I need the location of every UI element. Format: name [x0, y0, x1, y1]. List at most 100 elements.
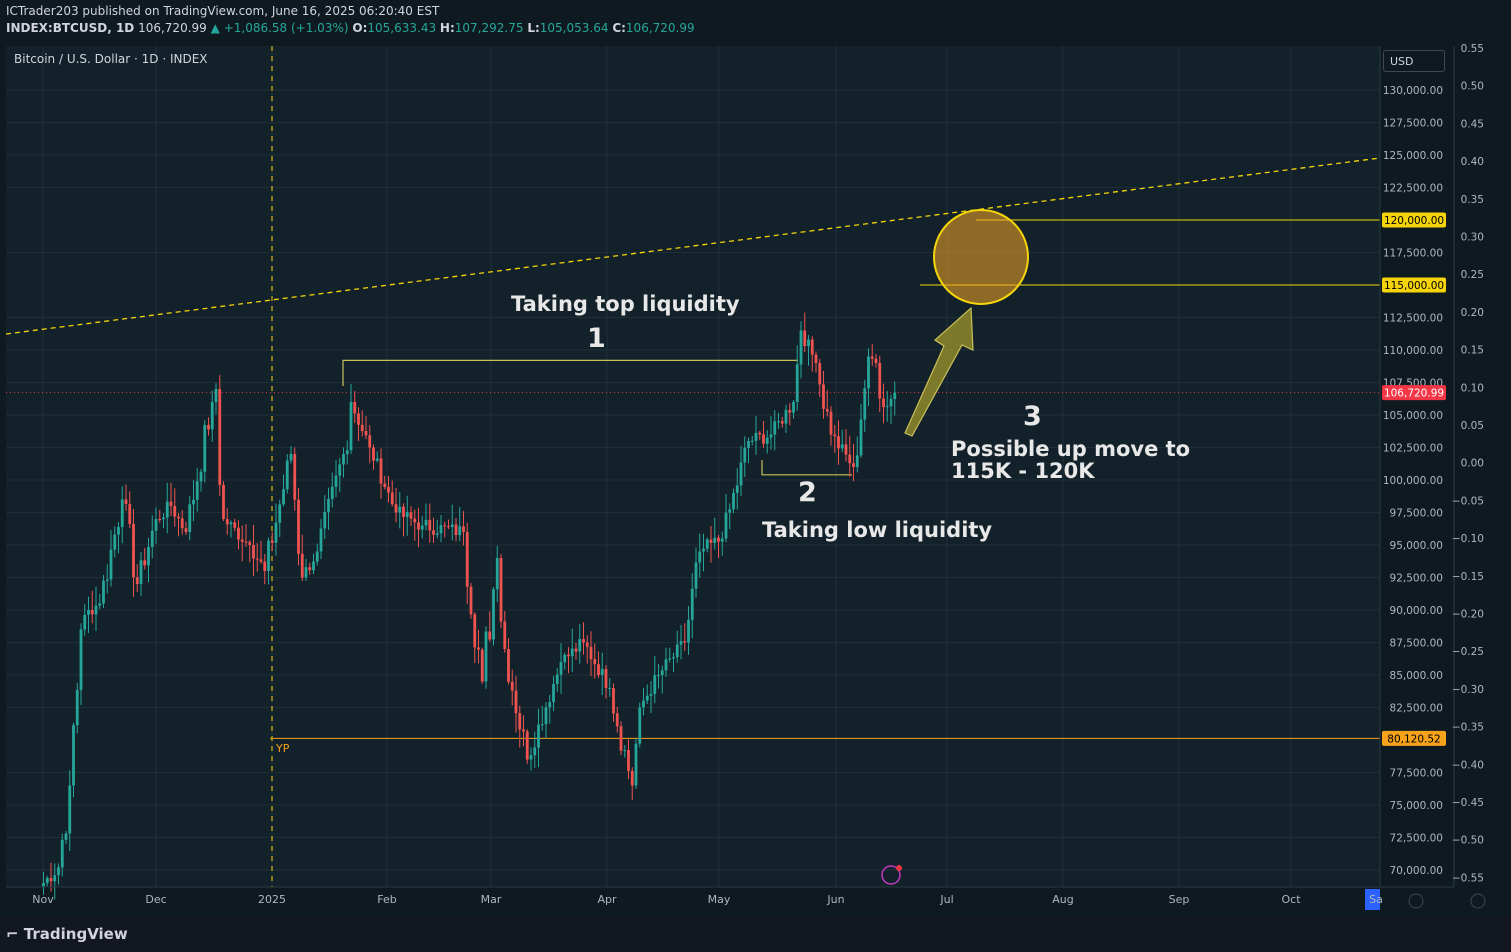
price-tick-label: 85,000.00	[1390, 670, 1443, 682]
candle-body	[405, 512, 409, 517]
candle	[458, 507, 462, 542]
candle-body	[173, 506, 177, 517]
candle	[713, 517, 717, 550]
candle-body	[462, 526, 465, 532]
candle	[844, 429, 848, 462]
candle	[638, 702, 642, 748]
candle	[417, 507, 420, 548]
candle	[537, 708, 540, 768]
candle	[57, 863, 60, 885]
candle-body	[83, 614, 87, 630]
candle	[878, 355, 882, 413]
candle	[300, 534, 304, 582]
candle-body	[893, 392, 897, 400]
percent-axis[interactable]: 0.55 0.50 0.45 0.40 0.35 0.30 0.25 0.20 0.15 0.10…	[1452, 42, 1511, 917]
candle	[323, 495, 327, 539]
candle-body	[390, 492, 394, 505]
candle	[169, 482, 173, 517]
time-axis[interactable]: Nov Dec 2025 Feb Mar Apr May Jun Jul Aug Sep Oct Sa	[6, 886, 1486, 910]
candle-body	[788, 410, 792, 413]
candle-body	[604, 669, 608, 689]
candle	[162, 513, 165, 528]
candle-body	[87, 610, 90, 615]
candle	[409, 506, 413, 527]
percent-tick-label: −0.35	[1452, 722, 1484, 734]
candle-body	[593, 659, 597, 665]
candle	[278, 499, 282, 538]
candle	[683, 623, 687, 651]
candle	[889, 394, 893, 424]
candle-body	[859, 419, 863, 456]
candle	[885, 390, 889, 422]
candle	[289, 446, 293, 464]
candle-body	[514, 690, 518, 714]
time-tick-label: Sep	[1169, 893, 1190, 906]
candle	[113, 526, 117, 558]
publisher-line: ICTrader203 published on TradingView.com…	[6, 4, 440, 18]
candle	[147, 537, 150, 583]
candle-body	[709, 539, 713, 543]
candle-body	[818, 363, 822, 385]
candle	[120, 486, 124, 544]
candle	[233, 518, 237, 532]
candle-body	[825, 408, 829, 412]
candle-body	[428, 519, 432, 531]
price-tick-label: 97,500.00	[1390, 508, 1443, 520]
candle-body	[833, 434, 837, 437]
candle-body	[75, 689, 79, 726]
candle-body	[139, 560, 143, 584]
candles	[42, 312, 897, 900]
candle	[777, 412, 780, 429]
plot-area[interactable]	[6, 46, 1380, 887]
candle	[653, 655, 657, 704]
price-axis[interactable]: 130,000.00 127,500.00 125,000.00 122,500.00…	[1379, 42, 1454, 917]
percent-tick-label: −0.15	[1452, 571, 1484, 583]
currency-button[interactable]: USD	[1383, 50, 1445, 72]
candle	[803, 312, 807, 352]
candle	[72, 722, 75, 798]
candle	[75, 682, 79, 734]
candle-body	[668, 658, 672, 660]
candle-body	[739, 462, 743, 486]
tradingview-logo[interactable]: ⌐ TradingView	[6, 925, 128, 943]
candle	[728, 503, 732, 530]
candle-body	[645, 695, 649, 701]
candle	[855, 436, 859, 473]
candle	[195, 468, 199, 512]
candle	[117, 522, 120, 554]
candle-body	[49, 878, 53, 882]
candle-body	[769, 434, 773, 438]
candle	[593, 643, 597, 679]
candle-body	[728, 509, 732, 513]
candle	[64, 830, 68, 845]
candle	[240, 525, 244, 562]
candle-body	[375, 458, 379, 461]
candle-body	[289, 454, 293, 461]
candle	[42, 871, 45, 895]
candle-body	[150, 530, 154, 547]
candle-body	[717, 537, 720, 542]
candle-body	[844, 444, 848, 455]
candle-body	[503, 621, 507, 649]
candle	[758, 430, 762, 440]
candle-body	[683, 641, 687, 643]
candle-body	[803, 330, 807, 347]
candle-body	[660, 670, 664, 675]
low-liquidity-label: Taking low liquidity	[762, 518, 993, 542]
price-chart[interactable]: 130,000.00 127,500.00 125,000.00 122,500.00…	[0, 42, 1511, 917]
candle-body	[735, 485, 739, 493]
percent-tick-label: 0.00	[1461, 458, 1484, 470]
footer-bar: ⌐ TradingView	[0, 917, 1511, 952]
candle-body	[278, 504, 282, 523]
candle-body	[829, 411, 833, 435]
candle	[83, 603, 87, 636]
ohlc-line: INDEX:BTCUSD, 1D 106,720.99 ▲ +1,086.58 …	[6, 21, 695, 35]
candle	[435, 519, 439, 539]
candle	[484, 626, 488, 689]
candle	[724, 494, 728, 543]
candle	[574, 642, 578, 660]
time-tick-label: Jul	[939, 893, 953, 906]
candle	[270, 531, 274, 551]
percent-tick-label: 0.20	[1461, 307, 1484, 319]
candle-body	[102, 580, 105, 604]
